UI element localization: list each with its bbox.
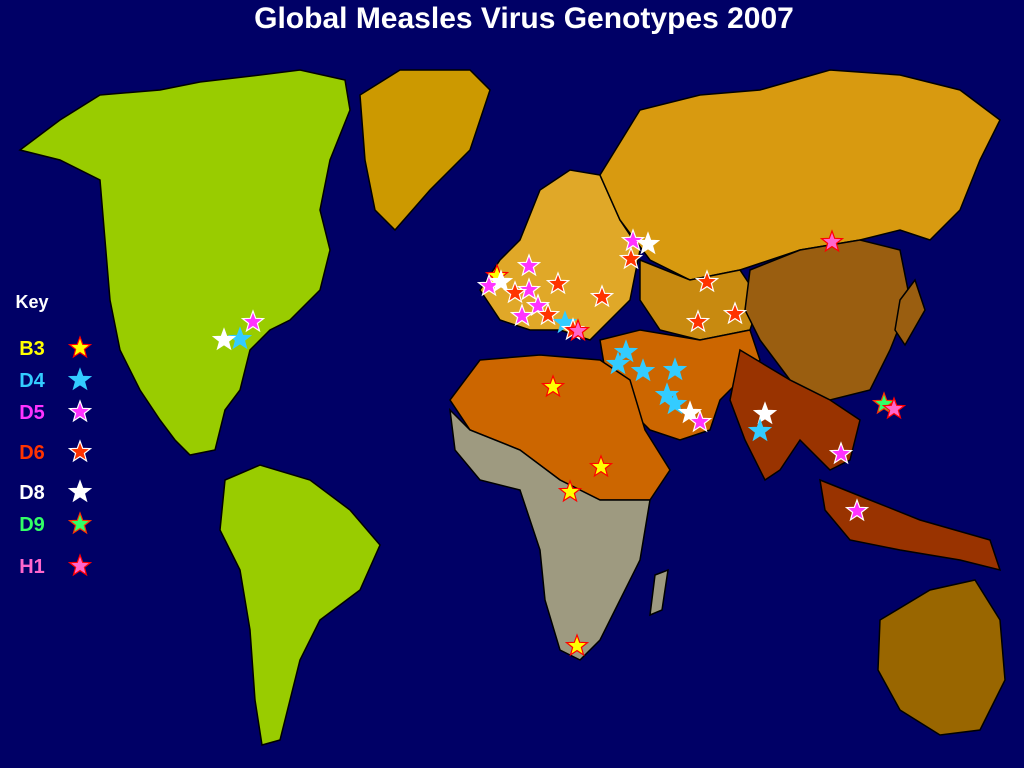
genotype-star <box>516 253 542 277</box>
genotype-star <box>620 228 646 252</box>
genotype-star <box>211 327 237 351</box>
key-star <box>67 479 93 503</box>
sub-saharan-africa <box>448 407 651 661</box>
key-star <box>67 439 93 463</box>
australia <box>877 579 1006 736</box>
key-label: D6 <box>19 442 45 464</box>
stars <box>211 228 907 657</box>
genotype-star <box>605 351 631 375</box>
genotype-star <box>227 326 253 350</box>
key-label: D4 <box>19 370 45 392</box>
genotype-star <box>565 318 591 342</box>
genotype-star <box>588 454 614 478</box>
madagascar <box>649 568 669 617</box>
key-star <box>67 335 93 359</box>
north-america <box>18 69 351 456</box>
genotype-star <box>662 391 688 415</box>
key-star <box>67 553 93 577</box>
genotype-star <box>545 271 571 295</box>
key-label: D8 <box>19 482 45 504</box>
genotype-star <box>509 303 535 327</box>
genotype-star <box>844 498 870 522</box>
japan <box>894 278 926 347</box>
genotype-star <box>613 339 639 363</box>
key-title: Key <box>15 292 48 312</box>
genotype-star <box>635 231 661 255</box>
genotype-star <box>516 277 542 301</box>
genotype-star <box>752 401 778 425</box>
genotype-star <box>677 400 703 424</box>
key-label: H1 <box>19 556 45 578</box>
genotype-star <box>488 269 514 293</box>
key-label: D5 <box>19 402 45 424</box>
genotype-star <box>564 633 590 657</box>
key-star <box>67 511 93 535</box>
key-label: B3 <box>19 338 45 360</box>
key-star <box>67 367 93 391</box>
genotype-star <box>240 309 266 333</box>
genotype-star <box>654 382 680 406</box>
key-label: D9 <box>19 514 45 536</box>
genotype-star <box>819 229 845 253</box>
genotype-star <box>557 479 583 503</box>
genotype-star <box>747 418 773 442</box>
genotype-star <box>662 357 688 381</box>
genotype-star <box>535 302 561 326</box>
key-star <box>67 399 93 423</box>
genotype-star <box>828 441 854 465</box>
genotype-star <box>685 309 711 333</box>
genotype-star <box>540 374 566 398</box>
greenland <box>359 69 491 232</box>
genotype-star <box>502 280 528 304</box>
title: Global Measles Virus Genotypes 2007 <box>254 2 794 35</box>
genotype-star <box>722 301 748 325</box>
genotype-star <box>881 396 907 420</box>
south-asia <box>729 348 861 482</box>
genotype-star <box>525 293 551 317</box>
genotype-star <box>687 409 713 433</box>
genotype-star <box>589 284 615 308</box>
genotype-star <box>618 246 644 270</box>
east-asia <box>744 239 911 401</box>
genotype-star <box>694 269 720 293</box>
south-america <box>219 464 381 746</box>
key: B3 D4 D5 D6 D8 D9 H1 <box>19 335 93 578</box>
southeast-asia-islands <box>819 478 1002 572</box>
genotype-star <box>871 391 897 415</box>
genotype-star <box>630 358 656 382</box>
